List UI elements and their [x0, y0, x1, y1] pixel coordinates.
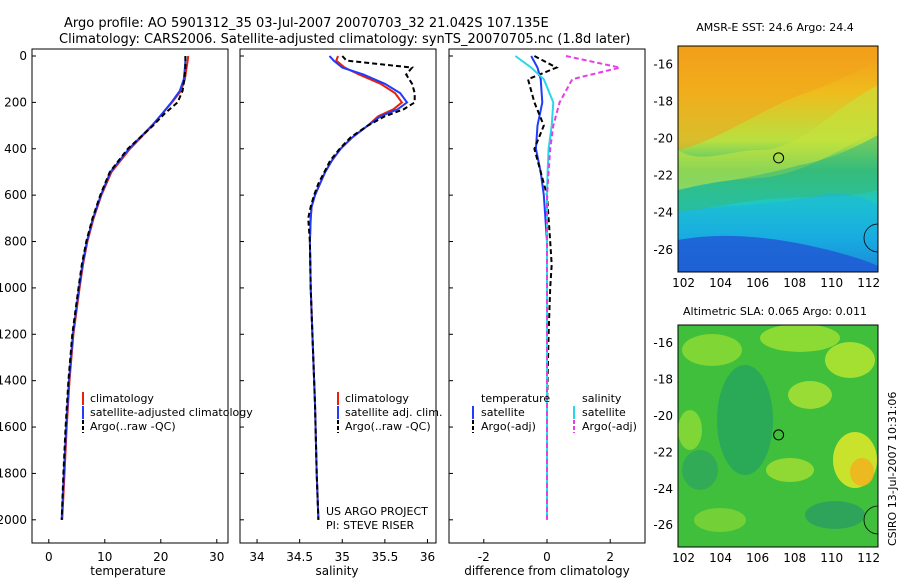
sst-profile-marker	[773, 152, 785, 164]
sla-lon-tick-label: 106	[746, 551, 769, 565]
salinity-x-tick-label: 36	[420, 550, 435, 564]
figure-title-line1: Argo profile: AO 5901312_35 03-Jul-2007 …	[64, 16, 549, 31]
sla-lat-tick-label: -18	[653, 373, 673, 387]
legend-label-sal-satellite: satellite	[582, 406, 626, 419]
temperature-plot-frame	[31, 48, 229, 544]
depth-tick-label: 400	[4, 142, 27, 156]
difference-x-tick-label: -2	[478, 550, 490, 564]
salinity-series-climatology	[308, 55, 404, 520]
legend-label-argo: Argo(..raw -QC)	[90, 420, 176, 433]
project-note: US ARGO PROJECT	[326, 505, 428, 518]
sst-map-title: AMSR-E SST: 24.6 Argo: 24.4	[696, 21, 854, 34]
sla-lon-tick-label: 104	[709, 551, 732, 565]
sla-lon-tick-label: 112	[857, 551, 880, 565]
depth-tick-label: 800	[4, 235, 27, 249]
difference-lines	[514, 55, 620, 520]
salinity-plot-frame	[239, 48, 437, 544]
depth-tick-label: 0	[19, 49, 27, 63]
sla-lon-tick-label: 108	[783, 551, 806, 565]
sst-lat-tick-label: -26	[653, 243, 673, 257]
legend-label-temp-satellite: satellite	[481, 406, 525, 419]
difference-legend: temperature salinity satellite Argo(-adj…	[472, 392, 637, 433]
sst-lon-tick-label: 108	[783, 276, 806, 290]
sla-map-ticks: -16 -18 -20 -22 -24 -26 102 104 106 108 110 112	[653, 336, 880, 565]
sst-lat-tick-label: -16	[653, 58, 673, 72]
sst-lat-tick-label: -18	[653, 95, 673, 109]
sst-lat-tick-label: -20	[653, 132, 673, 146]
sla-lat-tick-label: -24	[653, 482, 673, 496]
temperature-lines	[60, 55, 190, 520]
sla-lon-tick-label: 110	[820, 551, 843, 565]
salinity-x-tick-label: 35	[335, 550, 350, 564]
sst-lon-tick-label: 104	[709, 276, 732, 290]
sst-lat-tick-label: -24	[653, 206, 673, 220]
depth-tick-label: 1200	[0, 327, 27, 341]
legend-label-climatology: climatology	[90, 392, 154, 405]
sla-map-title: Altimetric SLA: 0.065 Argo: 0.011	[683, 305, 867, 318]
temperature-axis-label: temperature	[90, 564, 165, 578]
depth-tick-label: 200	[4, 95, 27, 109]
salinity-axis-label: salinity	[315, 564, 358, 578]
depth-tick-label: 2000	[0, 513, 27, 527]
sla-lat-tick-label: -20	[653, 409, 673, 423]
difference-axis-label: difference from climatology	[464, 564, 630, 578]
difference-x-tick-label: 0	[543, 550, 551, 564]
depth-tick-label: 1800	[0, 466, 27, 480]
salinity-legend: climatology satellite adj. clim. Argo(..…	[337, 392, 442, 433]
salinity-x-tick-label: 34.5	[286, 550, 313, 564]
sst-map-ticks: -16 -18 -20 -22 -24 -26 102 104 106 108 110 112	[653, 58, 880, 290]
depth-tick-label: 1400	[0, 374, 27, 388]
sst-lon-tick-label: 110	[820, 276, 843, 290]
credit-note: CSIRO 13-Jul-2007 10:31:06	[886, 392, 899, 546]
sst-lon-tick-label: 102	[672, 276, 695, 290]
sst-lon-tick-label: 106	[746, 276, 769, 290]
temperature-series-climatology	[61, 55, 190, 520]
sla-map-image	[678, 325, 878, 547]
sla-map-frame	[677, 324, 879, 548]
sla-lon-tick-label: 102	[672, 551, 695, 565]
depth-tick-label: 1600	[0, 420, 27, 434]
difference-series-salinity-argo-adj-	[546, 55, 620, 520]
salinity-lines	[307, 55, 416, 520]
salinity-x-tick-label: 34	[249, 550, 264, 564]
legend-label-temp-argo: Argo(-adj)	[481, 420, 536, 433]
sst-map-frame	[677, 45, 879, 273]
legend-label-climatology: climatology	[345, 392, 409, 405]
salinity-x-tick-label: 35.5	[372, 550, 399, 564]
temperature-series-argo-raw-qc-	[60, 56, 187, 520]
legend-label-argo: Argo(..raw -QC)	[345, 420, 431, 433]
sla-profile-marker	[773, 429, 785, 441]
depth-tick-label: 1000	[0, 281, 27, 295]
x-tick-labels: 0 10 20 30 34 34.5 35 35.5 36 -2 0 2	[45, 539, 614, 564]
legend-label-sal-argo: Argo(-adj)	[582, 420, 637, 433]
sla-lat-tick-label: -16	[653, 336, 673, 350]
temperature-x-tick-label: 10	[97, 550, 112, 564]
legend-header-salinity: salinity	[582, 392, 622, 405]
salinity-series-satellite-adj-clim-	[308, 55, 409, 520]
depth-tick-label: 600	[4, 188, 27, 202]
difference-x-tick-label: 2	[606, 550, 614, 564]
legend-label-satellite: satellite-adjusted climatology	[90, 406, 253, 419]
pi-note: PI: STEVE RISER	[326, 519, 415, 532]
temperature-legend: climatology satellite-adjusted climatolo…	[82, 392, 253, 433]
figure-title-line2: Climatology: CARS2006. Satellite-adjuste…	[59, 32, 631, 47]
sla-lat-tick-label: -22	[653, 445, 673, 459]
legend-header-temperature: temperature	[481, 392, 550, 405]
temperature-x-tick-label: 20	[153, 550, 168, 564]
sst-map-image	[678, 46, 878, 272]
salinity-series-argo-raw-qc-	[307, 55, 416, 520]
temperature-x-tick-label: 30	[209, 550, 224, 564]
depth-axis: 0 200 400 600 800 1000 1200 1400 1600 1800 2000	[0, 49, 453, 527]
sst-lon-tick-label: 112	[857, 276, 880, 290]
sla-lat-tick-label: -26	[653, 518, 673, 532]
legend-label-satellite: satellite adj. clim.	[345, 406, 442, 419]
sst-lat-tick-label: -22	[653, 169, 673, 183]
temperature-x-tick-label: 0	[45, 550, 53, 564]
